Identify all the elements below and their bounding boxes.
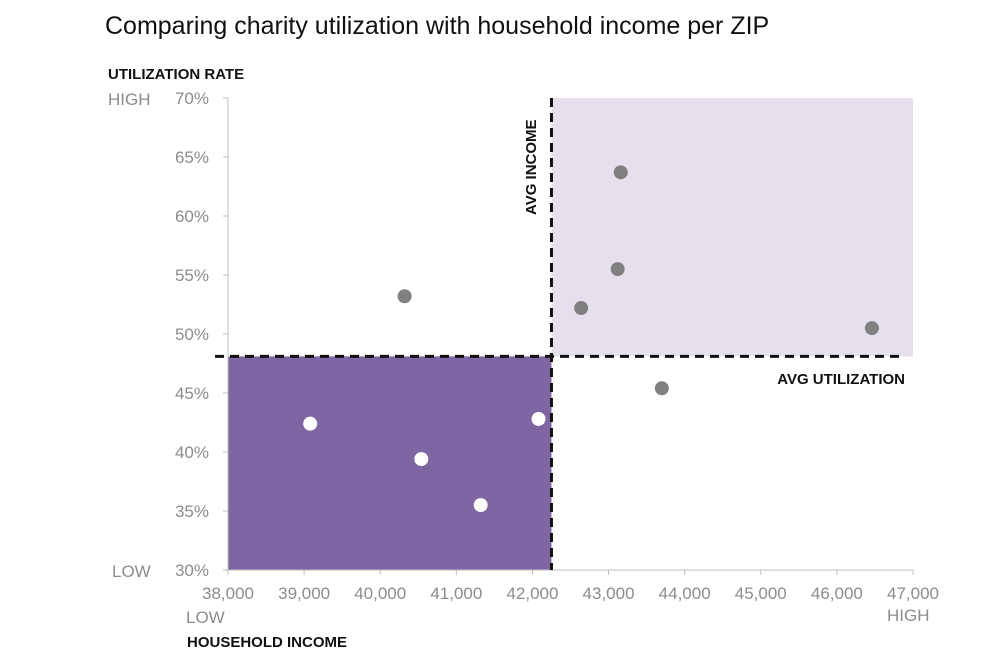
y-tick-label: 45% — [175, 384, 209, 403]
y-tick-label: 60% — [175, 207, 209, 226]
avg-income-label: AVG INCOME — [523, 119, 540, 215]
x-tick-label: 39,000 — [278, 584, 330, 603]
x-tick-label: 47,000 — [887, 584, 939, 603]
data-point — [574, 301, 589, 316]
y-tick-label: 70% — [175, 89, 209, 108]
data-point — [613, 165, 628, 180]
y-tick-label: 50% — [175, 325, 209, 344]
y-tick-label: 65% — [175, 148, 209, 167]
y-axis-title: UTILIZATION RATE — [108, 66, 245, 83]
data-point — [473, 498, 488, 513]
x-tick-label: 46,000 — [811, 584, 863, 603]
x-tick-label: 45,000 — [735, 584, 787, 603]
x-tick-label: 43,000 — [583, 584, 635, 603]
y-tick-label: 30% — [175, 561, 209, 580]
data-point — [531, 411, 546, 426]
y-low-label: LOW — [112, 562, 151, 581]
x-high-label: HIGH — [887, 606, 930, 625]
y-tick-label: 35% — [175, 502, 209, 521]
data-point — [414, 452, 429, 467]
x-tick-label: 41,000 — [430, 584, 482, 603]
data-point — [654, 381, 669, 396]
data-point — [303, 416, 318, 431]
high-income-high-utilization-region — [551, 98, 913, 357]
y-tick-label: 55% — [175, 266, 209, 285]
x-tick-label: 38,000 — [202, 584, 254, 603]
x-tick-label: 40,000 — [354, 584, 406, 603]
y-tick-label: 40% — [175, 443, 209, 462]
x-axis-title: HOUSEHOLD INCOME — [187, 634, 348, 651]
x-tick-label: 44,000 — [659, 584, 711, 603]
chart-title: Comparing charity utilization with house… — [105, 12, 770, 40]
data-point — [397, 289, 412, 304]
low-income-low-utilization-region — [228, 356, 552, 570]
x-low-label: LOW — [186, 608, 225, 627]
data-point — [610, 262, 625, 277]
y-high-label: HIGH — [108, 90, 151, 109]
avg-utilization-label: AVG UTILIZATION — [777, 371, 905, 388]
x-tick-label: 42,000 — [506, 584, 558, 603]
data-point — [864, 321, 879, 336]
